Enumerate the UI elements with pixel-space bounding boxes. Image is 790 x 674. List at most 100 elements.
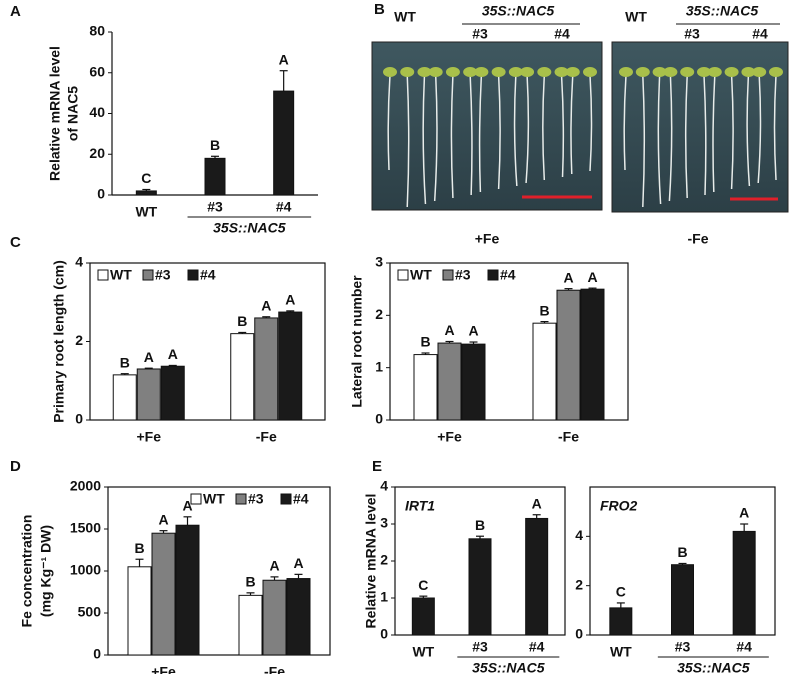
y-tick-label: 1 [380, 589, 388, 605]
x-tick-label: #3 [207, 199, 223, 215]
line-label: #3 [472, 26, 488, 42]
root [703, 74, 707, 196]
panel-title: IRT1 [405, 498, 435, 514]
x-tick-label: WT [135, 204, 157, 220]
legend-swatch [235, 493, 247, 505]
plot-frame [389, 262, 629, 421]
root [757, 74, 762, 184]
legend-swatch [280, 493, 292, 505]
significance-letter: B [134, 540, 144, 556]
bar [580, 288, 605, 421]
legend-label: #3 [248, 491, 264, 507]
y-tick-label: 3 [380, 515, 388, 531]
significance-letter: A [158, 511, 168, 527]
bar [468, 538, 492, 636]
y-tick-label: 2 [380, 552, 388, 568]
cotyledon [652, 67, 667, 77]
root [623, 74, 627, 171]
significance-letter: A [468, 323, 478, 339]
x-tick-label: #4 [276, 199, 292, 215]
legend-swatch [487, 269, 499, 281]
y-axis-label: Relative mRNA level [363, 494, 379, 629]
y-axis-label: of NAC5 [65, 86, 81, 141]
significance-letter: B [210, 137, 220, 153]
bar [532, 322, 557, 421]
genotype-label: WT [394, 9, 416, 25]
y-tick-label: 4 [380, 478, 388, 494]
root [525, 74, 530, 184]
panel-title: FRO2 [600, 498, 638, 514]
cotyledon [635, 67, 650, 77]
cotyledon [697, 67, 711, 77]
bar [238, 594, 263, 656]
bar [160, 365, 185, 421]
legend-label: WT [110, 267, 132, 283]
cotyledon [583, 67, 597, 77]
y-tick-label: 40 [89, 104, 105, 120]
condition-label: +Fe [475, 231, 500, 247]
cotyledon [474, 67, 489, 77]
legend-swatch [97, 269, 109, 281]
y-tick-label: 0 [97, 186, 105, 202]
x-tick-label: -Fe [264, 664, 285, 674]
y-tick-label: 2000 [70, 478, 101, 494]
root [746, 74, 751, 187]
bar [609, 607, 633, 636]
significance-letter: B [245, 574, 255, 590]
bar [204, 157, 226, 196]
root [542, 74, 546, 181]
condition-label: -Fe [688, 231, 709, 247]
significance-letter: A [444, 322, 454, 338]
legend-label: WT [410, 267, 432, 283]
legend-label: #4 [293, 491, 309, 507]
legend-label: #3 [455, 267, 471, 283]
root [497, 74, 501, 190]
root [589, 74, 593, 172]
cotyledon [554, 67, 569, 77]
x-tick-label: -Fe [256, 429, 277, 445]
root [469, 74, 473, 196]
photo-panel: WT 35S::NAC5 #3 #4 WT 35S::NAC5 #3 #4 +F… [371, 3, 789, 247]
y-axis-label: Fe concentration [19, 515, 35, 628]
genotype-label: WT [625, 9, 647, 25]
y-axis-label: Relative mRNA level [47, 46, 63, 181]
bar [671, 564, 694, 636]
legend-label: #4 [200, 267, 216, 283]
cotyledon [741, 67, 756, 77]
y-tick-label: 60 [89, 63, 105, 79]
root [730, 74, 734, 190]
bar [278, 311, 303, 421]
significance-letter: A [144, 349, 154, 365]
bar [413, 354, 438, 421]
significance-letter: A [293, 555, 303, 571]
bar [732, 530, 756, 636]
significance-letter: B [120, 354, 130, 370]
significance-letter: A [563, 269, 573, 285]
group-label: 35S::NAC5 [677, 660, 750, 674]
y-axis-label: (mg Kg⁻¹ DW) [38, 525, 54, 617]
line-label: #3 [684, 26, 700, 42]
y-tick-label: 0 [93, 646, 101, 662]
group-label: 35S::NAC5 [472, 660, 545, 674]
line-label: #4 [554, 26, 570, 42]
root [450, 74, 454, 199]
root [570, 74, 574, 175]
y-tick-label: 20 [89, 145, 105, 161]
root [422, 74, 427, 205]
cotyledon [537, 67, 552, 77]
cotyledon [769, 67, 783, 77]
legend-label: WT [203, 491, 225, 507]
bar [437, 342, 462, 421]
cotyledon [520, 67, 535, 77]
bar [175, 524, 200, 656]
x-tick-label: #3 [472, 639, 488, 655]
legend-swatch [397, 269, 409, 281]
significance-letter: B [475, 517, 485, 533]
root [773, 74, 777, 181]
y-tick-label: 80 [89, 23, 105, 39]
significance-letter: A [168, 346, 178, 362]
significance-letter: B [677, 544, 687, 560]
significance-letter: A [182, 498, 192, 514]
root [668, 74, 673, 202]
